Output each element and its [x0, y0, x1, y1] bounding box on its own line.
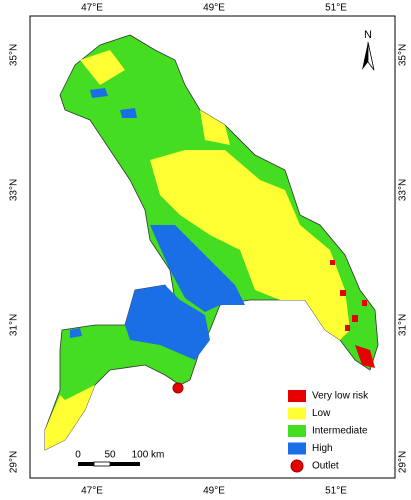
legend-label: Outlet	[312, 461, 339, 472]
labels: 47°E 47°E 49°E 49°E 51°E 51°E 35°N 35°N 33°N 33°N…	[9, 3, 409, 497]
lon-label: 47°E	[81, 486, 103, 497]
legend-swatch	[288, 390, 306, 402]
lat-label: 29°N	[9, 451, 20, 473]
lat-label: 33°N	[9, 179, 20, 201]
lat-label: 35°N	[398, 44, 409, 66]
legend-swatch	[290, 459, 304, 473]
lat-label: 31°N	[9, 314, 20, 336]
lat-label: 33°N	[398, 179, 409, 201]
basin-low	[45, 50, 230, 450]
scale-bar	[78, 461, 140, 467]
lon-label: 51°E	[325, 486, 347, 497]
lat-label: 29°N	[398, 451, 409, 473]
basin-low	[150, 150, 350, 340]
legend-label: Low	[312, 408, 331, 419]
lon-label: 49°E	[203, 486, 225, 497]
legend-label: High	[312, 443, 333, 454]
basin-high	[125, 285, 210, 360]
lon-label: 49°E	[203, 3, 225, 14]
north-arrow	[362, 41, 375, 71]
lat-label: 35°N	[9, 44, 20, 66]
north-label: N	[364, 29, 372, 41]
basin-very-low	[330, 260, 375, 368]
legend: Very low risk Low Intermediate High Outlet	[288, 390, 369, 473]
scale-label: 50	[104, 450, 116, 461]
legend-swatch	[288, 442, 306, 455]
basin	[44, 34, 379, 451]
scale-label: 0	[75, 450, 81, 461]
lat-label: 31°N	[398, 314, 409, 336]
scale-label: 100 km	[132, 450, 165, 461]
legend-label: Very low risk	[312, 391, 369, 402]
legend-swatch	[288, 425, 306, 437]
basin-high	[150, 225, 245, 312]
legend-label: Intermediate	[312, 426, 368, 437]
outlet-marker	[172, 382, 184, 394]
lon-label: 47°E	[81, 3, 103, 14]
basin-high	[70, 88, 137, 338]
lon-label: 51°E	[325, 3, 347, 14]
legend-swatch	[288, 407, 306, 420]
